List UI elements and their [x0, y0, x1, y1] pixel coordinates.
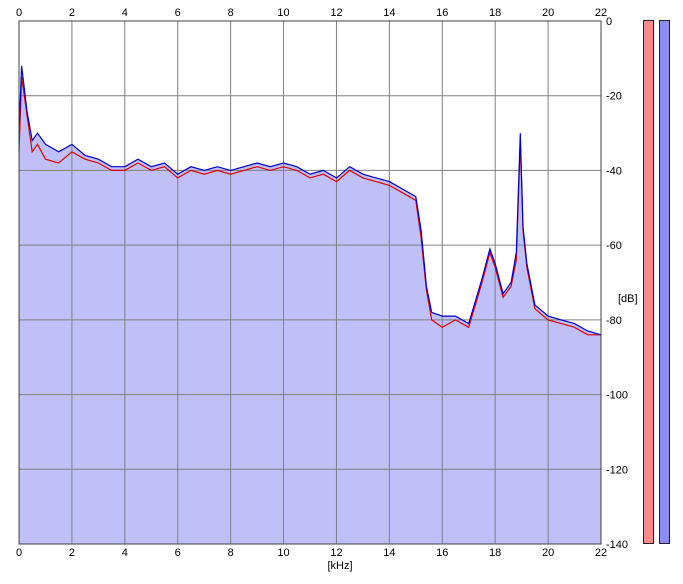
x-tick-label-bottom: 8 [228, 547, 234, 559]
spectrum-fill [19, 65, 601, 545]
x-tick-label-bottom: 12 [330, 547, 342, 559]
y-tick-label: -100 [606, 390, 628, 402]
x-tick-label-bottom: 10 [277, 547, 289, 559]
x-tick-label-top: 12 [330, 7, 342, 19]
x-tick-label-top: 14 [383, 7, 395, 19]
y-tick-label: -140 [606, 539, 628, 551]
x-tick-label-top: 0 [16, 7, 22, 19]
x-tick-label-bottom: 22 [595, 547, 607, 559]
x-tick-label-bottom: 16 [436, 547, 448, 559]
left-channel-line [18, 76, 601, 336]
y-tick-label: -20 [606, 91, 622, 103]
x-tick-label-top: 8 [228, 7, 234, 19]
x-tick-label-top: 20 [542, 7, 554, 19]
plot-border [18, 20, 602, 545]
y-tick-label: -120 [606, 464, 628, 476]
x-tick-label-bottom: 14 [383, 547, 395, 559]
x-axis-label: [kHz] [327, 560, 352, 572]
x-tick-label-bottom: 20 [542, 547, 554, 559]
x-tick-label-bottom: 6 [175, 547, 181, 559]
x-tick-label-bottom: 0 [16, 547, 22, 559]
right-channel-line [18, 65, 602, 336]
x-tick-label-top: 4 [122, 7, 128, 19]
x-tick-label-top: 22 [595, 7, 607, 19]
x-tick-label-top: 6 [175, 7, 181, 19]
x-tick-label-top: 18 [489, 7, 501, 19]
y-tick-label: -40 [606, 165, 622, 177]
y-tick-label: -80 [606, 315, 622, 327]
x-tick-label-top: 10 [277, 7, 289, 19]
left-level-meter [643, 20, 654, 544]
y-tick-label: 0 [606, 16, 612, 28]
right-level-meter [659, 20, 670, 544]
x-tick-label-top: 16 [436, 7, 448, 19]
x-tick-label-bottom: 18 [489, 547, 501, 559]
y-axis-label: [dB] [618, 293, 638, 305]
x-tick-label-bottom: 2 [69, 547, 75, 559]
x-tick-label-bottom: 4 [122, 547, 128, 559]
y-tick-label: -60 [606, 240, 622, 252]
x-tick-label-top: 2 [69, 7, 75, 19]
